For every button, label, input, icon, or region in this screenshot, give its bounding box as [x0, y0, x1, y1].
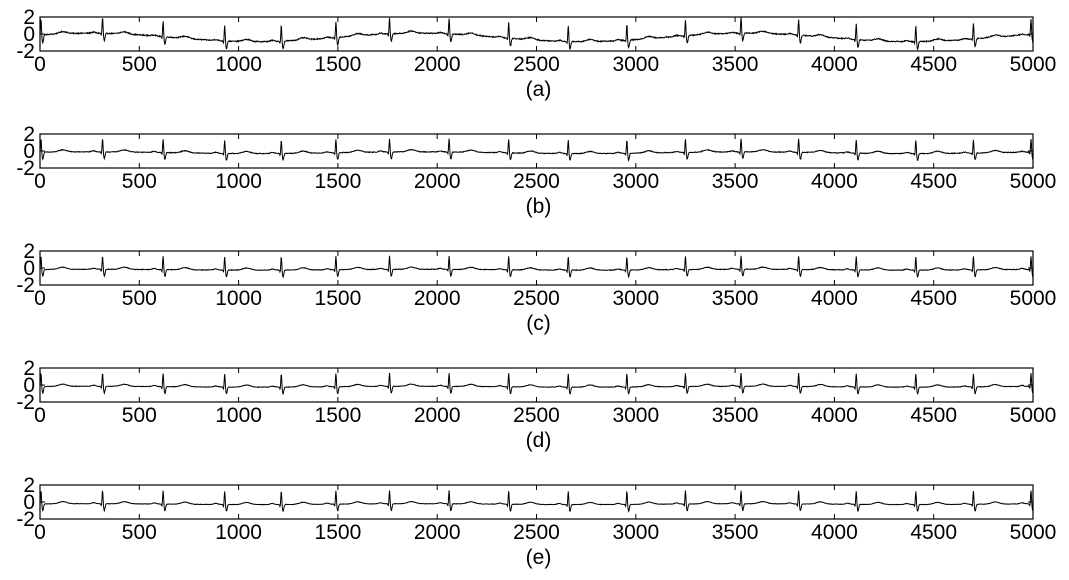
- ecg-trace: [39, 138, 1034, 163]
- x-tick-label: 3500: [712, 287, 759, 310]
- axes-frame: [39, 133, 1034, 169]
- x-tick-label: 4500: [910, 287, 957, 310]
- x-tick-label: 2500: [513, 53, 560, 76]
- x-tick-label: 1500: [315, 404, 362, 427]
- x-tick-label: 500: [122, 53, 157, 76]
- panel-d: 0 500 1000 1500 2000 2500 3000 3500 4000 4500 5000…: [16, 357, 1056, 452]
- y-tick-label: -2: [16, 157, 35, 180]
- x-tick-label: 4000: [811, 170, 858, 193]
- x-tick-label: 2000: [414, 521, 461, 544]
- y-tick-label: 0: [23, 23, 35, 46]
- x-tick-label: 3500: [712, 404, 759, 427]
- x-tick-label: 3000: [612, 170, 659, 193]
- x-tick-label: 2000: [414, 53, 461, 76]
- ecg-trace: [39, 17, 1034, 51]
- x-tick-label: 500: [122, 521, 157, 544]
- x-tick-label: 0: [34, 170, 46, 193]
- y-tick-label: 0: [23, 374, 35, 397]
- panel-caption: (c): [526, 312, 551, 335]
- x-tick-label: 0: [34, 287, 46, 310]
- x-tick-label: 5000: [1010, 287, 1057, 310]
- x-tick-label: 5000: [1010, 170, 1057, 193]
- x-tick-label: 1500: [315, 53, 362, 76]
- x-tick-label: 1500: [315, 521, 362, 544]
- x-tick-label: 1000: [215, 53, 262, 76]
- x-tick-label: 3500: [712, 521, 759, 544]
- panel-c: 0 500 1000 1500 2000 2500 3000 3500 4000 4500 5000…: [16, 240, 1056, 335]
- x-tick-label: 4500: [910, 521, 957, 544]
- x-tick-label: 3500: [712, 170, 759, 193]
- y-tick-label: -2: [16, 508, 35, 531]
- ecg-trace: [39, 372, 1034, 396]
- x-tick-label: 4000: [811, 404, 858, 427]
- panel-b: 0 500 1000 1500 2000 2500 3000 3500 4000 4500 5000…: [16, 123, 1056, 218]
- x-tick-label: 3000: [612, 521, 659, 544]
- axes-frame: [39, 367, 1034, 403]
- x-tick-label: 1500: [315, 287, 362, 310]
- y-tick-label: 2: [23, 474, 35, 497]
- x-tick-label: 2500: [513, 404, 560, 427]
- y-tick-label: -2: [16, 391, 35, 414]
- panel-caption: (e): [526, 546, 552, 569]
- y-tick-label: 0: [23, 257, 35, 280]
- x-tick-label: 500: [122, 404, 157, 427]
- ecg-trace: [39, 490, 1034, 513]
- x-tick-label: 4000: [811, 521, 858, 544]
- x-tick-label: 2000: [414, 170, 461, 193]
- x-tick-label: 5000: [1010, 53, 1057, 76]
- x-tick-label: 2000: [414, 287, 461, 310]
- x-tick-label: 3000: [612, 287, 659, 310]
- x-tick-label: 1000: [215, 404, 262, 427]
- x-tick-label: 4500: [910, 170, 957, 193]
- x-tick-label: 0: [34, 404, 46, 427]
- x-tick-label: 4500: [910, 53, 957, 76]
- y-tick-label: 0: [23, 140, 35, 163]
- x-tick-label: 500: [122, 287, 157, 310]
- x-tick-label: 3000: [612, 404, 659, 427]
- x-tick-label: 2500: [513, 287, 560, 310]
- ecg-trace: [39, 255, 1034, 279]
- x-tick-label: 4500: [910, 404, 957, 427]
- panel-e: 0 500 1000 1500 2000 2500 3000 3500 4000 4500 5000…: [16, 474, 1056, 569]
- x-tick-label: 500: [122, 170, 157, 193]
- panel-caption: (b): [526, 195, 552, 218]
- panel-caption: (a): [526, 78, 552, 101]
- x-tick-label: 1000: [215, 287, 262, 310]
- y-tick-label: 2: [23, 240, 35, 263]
- y-tick-label: 2: [23, 357, 35, 380]
- x-tick-label: 1000: [215, 521, 262, 544]
- x-tick-label: 2500: [513, 170, 560, 193]
- y-tick-label: -2: [16, 274, 35, 297]
- x-tick-label: 1000: [215, 170, 262, 193]
- x-tick-label: 2000: [414, 404, 461, 427]
- x-tick-label: 0: [34, 53, 46, 76]
- x-tick-label: 5000: [1010, 404, 1057, 427]
- x-tick-label: 1500: [315, 170, 362, 193]
- y-tick-label: 2: [23, 6, 35, 29]
- panel-caption: (d): [526, 429, 552, 452]
- x-tick-label: 4000: [811, 287, 858, 310]
- axes-frame: [39, 16, 1034, 52]
- y-tick-label: 0: [23, 491, 35, 514]
- x-tick-label: 3500: [712, 53, 759, 76]
- x-tick-label: 5000: [1010, 521, 1057, 544]
- panel-a: 0 500 1000 1500 2000 2500 3000 3500 4000 4500 5000…: [16, 6, 1056, 101]
- x-tick-label: 2500: [513, 521, 560, 544]
- x-tick-label: 4000: [811, 53, 858, 76]
- y-tick-label: 2: [23, 123, 35, 146]
- x-tick-label: 0: [34, 521, 46, 544]
- x-tick-label: 3000: [612, 53, 659, 76]
- axes-frame: [39, 484, 1034, 520]
- y-tick-label: -2: [16, 40, 35, 63]
